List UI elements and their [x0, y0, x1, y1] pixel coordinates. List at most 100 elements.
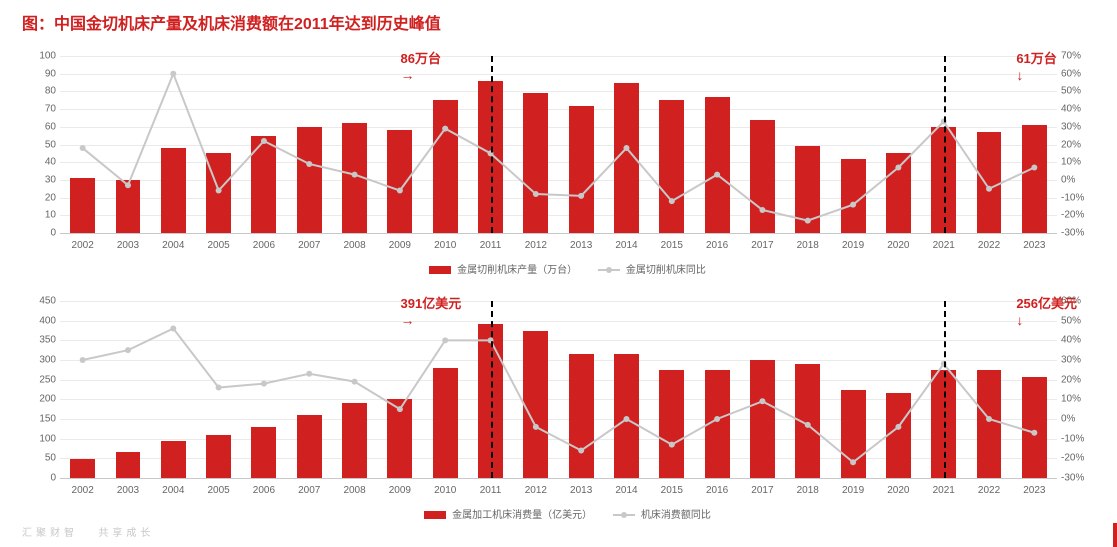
- x-axis-label: 2015: [652, 485, 692, 496]
- y-axis-label: 70: [22, 104, 56, 115]
- y2-axis-label: 20%: [1061, 374, 1095, 385]
- y-axis-label: 20: [22, 192, 56, 203]
- chart-1: 0102030405060708090100-30%-20%-10%0%10%2…: [22, 46, 1095, 276]
- y-axis-label: 450: [22, 296, 56, 307]
- x-axis-label: 2004: [153, 240, 193, 251]
- y2-axis-label: 10%: [1061, 157, 1095, 168]
- y-axis-label: 50: [22, 139, 56, 150]
- y-axis-label: 60: [22, 121, 56, 132]
- x-axis-label: 2008: [335, 240, 375, 251]
- y-axis-label: 200: [22, 394, 56, 405]
- x-axis-label: 2016: [697, 485, 737, 496]
- legend-label-bar: 金属切削机床产量（万台）: [457, 265, 577, 276]
- y2-axis-label: 40%: [1061, 335, 1095, 346]
- y2-axis-label: 60%: [1061, 68, 1095, 79]
- y2-axis-label: 70%: [1061, 51, 1095, 62]
- chart-2: 050100150200250300350400450-30%-20%-10%0…: [22, 291, 1095, 521]
- marker-line: [944, 301, 946, 478]
- x-axis-label: 2021: [924, 485, 964, 496]
- footer: 汇聚财智 共享成长: [22, 524, 154, 539]
- y2-axis-label: -20%: [1061, 453, 1095, 464]
- accent-bar: [1113, 523, 1117, 547]
- y2-axis-label: 30%: [1061, 121, 1095, 132]
- chart-title: 图：中国金切机床产量及机床消费额在2011年达到历史峰值: [22, 10, 441, 34]
- chart-2-plot: 050100150200250300350400450-30%-20%-10%0…: [60, 301, 1057, 479]
- x-axis-label: 2003: [108, 240, 148, 251]
- x-axis-label: 2012: [516, 240, 556, 251]
- x-axis-label: 2010: [425, 240, 465, 251]
- x-axis-label: 2003: [108, 485, 148, 496]
- y-axis-label: 400: [22, 315, 56, 326]
- x-axis-label: 2023: [1014, 485, 1054, 496]
- x-axis-label: 2016: [697, 240, 737, 251]
- callout: 61万台↓: [1016, 48, 1056, 83]
- y2-axis-label: 40%: [1061, 104, 1095, 115]
- x-axis-label: 2006: [244, 240, 284, 251]
- x-axis-label: 2020: [878, 485, 918, 496]
- x-axis-label: 2019: [833, 240, 873, 251]
- x-axis-label: 2005: [199, 240, 239, 251]
- x-axis-label: 2022: [969, 240, 1009, 251]
- x-axis-label: 2002: [63, 240, 103, 251]
- x-axis-label: 2010: [425, 485, 465, 496]
- y-axis-label: 30: [22, 174, 56, 185]
- legend-swatch-bar: [424, 511, 446, 519]
- y-axis-label: 250: [22, 374, 56, 385]
- marker-line: [491, 56, 493, 233]
- y2-axis-label: -30%: [1061, 228, 1095, 239]
- x-axis-label: 2007: [289, 240, 329, 251]
- y-axis-label: 90: [22, 68, 56, 79]
- x-axis-label: 2017: [742, 240, 782, 251]
- y-axis-label: 80: [22, 86, 56, 97]
- legend-label-line: 机床消费额同比: [641, 510, 711, 521]
- y-axis-label: 300: [22, 355, 56, 366]
- legend-swatch-line: [613, 511, 635, 519]
- y-axis-label: 10: [22, 210, 56, 221]
- x-axis-label: 2011: [471, 240, 511, 251]
- chart-1-plot: 0102030405060708090100-30%-20%-10%0%10%2…: [60, 56, 1057, 234]
- chart-1-legend: 金属切削机床产量（万台） 金属切削机床同比: [22, 261, 1095, 276]
- callout: 256亿美元↓: [1016, 293, 1077, 328]
- x-axis-label: 2018: [788, 485, 828, 496]
- y2-axis-label: 0%: [1061, 414, 1095, 425]
- marker-line: [944, 56, 946, 233]
- x-axis-label: 2017: [742, 485, 782, 496]
- y2-axis-label: -10%: [1061, 192, 1095, 203]
- x-axis-label: 2021: [924, 240, 964, 251]
- y-axis-label: 150: [22, 414, 56, 425]
- x-axis-label: 2002: [63, 485, 103, 496]
- footer-left: 汇聚财智: [22, 528, 78, 539]
- x-axis-label: 2022: [969, 485, 1009, 496]
- y2-axis-label: 50%: [1061, 86, 1095, 97]
- x-axis-label: 2007: [289, 485, 329, 496]
- y2-axis-label: -30%: [1061, 473, 1095, 484]
- y-axis-label: 40: [22, 157, 56, 168]
- legend-swatch-line: [598, 266, 620, 274]
- marker-line: [491, 301, 493, 478]
- callout: 86万台→: [401, 48, 441, 83]
- x-axis-label: 2023: [1014, 240, 1054, 251]
- x-axis-label: 2008: [335, 485, 375, 496]
- legend-swatch-bar: [429, 266, 451, 274]
- y2-axis-label: 0%: [1061, 174, 1095, 185]
- x-axis-label: 2009: [380, 240, 420, 251]
- y-axis-label: 100: [22, 433, 56, 444]
- x-axis-label: 2020: [878, 240, 918, 251]
- y-axis-label: 0: [22, 473, 56, 484]
- chart-2-legend: 金属加工机床消费量（亿美元） 机床消费额同比: [22, 506, 1095, 521]
- x-axis-label: 2015: [652, 240, 692, 251]
- x-axis-label: 2004: [153, 485, 193, 496]
- y2-axis-label: 20%: [1061, 139, 1095, 150]
- yoy-line: [60, 301, 1057, 478]
- y2-axis-label: -20%: [1061, 210, 1095, 221]
- x-axis-label: 2011: [471, 485, 511, 496]
- x-axis-label: 2013: [561, 240, 601, 251]
- y-axis-label: 350: [22, 335, 56, 346]
- yoy-line: [60, 56, 1057, 233]
- y2-axis-label: 30%: [1061, 355, 1095, 366]
- x-axis-label: 2014: [606, 485, 646, 496]
- y-axis-label: 0: [22, 228, 56, 239]
- legend-label-line: 金属切削机床同比: [626, 265, 706, 276]
- x-axis-label: 2019: [833, 485, 873, 496]
- y-axis-label: 50: [22, 453, 56, 464]
